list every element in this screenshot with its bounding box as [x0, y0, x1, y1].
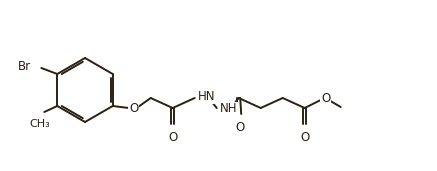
Text: O: O [129, 102, 139, 115]
Text: O: O [168, 131, 177, 144]
Text: Br: Br [18, 61, 31, 74]
Text: O: O [300, 131, 309, 144]
Text: O: O [321, 93, 330, 106]
Text: NH: NH [220, 102, 237, 115]
Text: CH₃: CH₃ [29, 119, 50, 129]
Text: HN: HN [198, 90, 215, 103]
Text: O: O [235, 121, 244, 134]
